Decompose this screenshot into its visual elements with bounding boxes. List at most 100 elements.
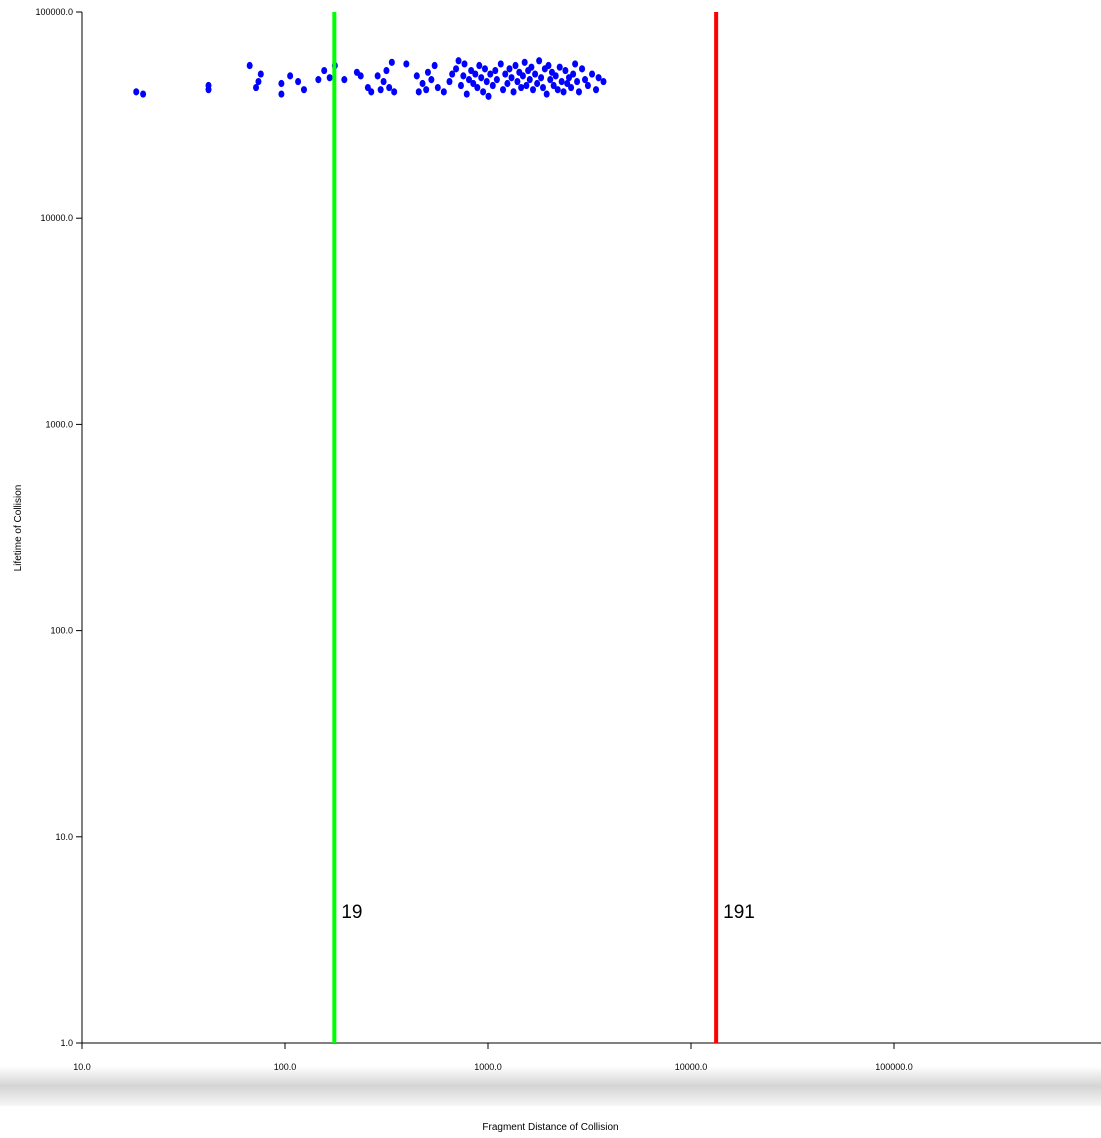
data-point [521,58,528,66]
data-point [424,68,431,76]
data-point [474,83,481,92]
data-point [518,83,525,92]
threshold-label: 191 [723,902,755,923]
data-point [584,81,591,90]
data-point [415,88,422,96]
data-point [321,66,328,75]
data-point [457,81,464,90]
data-point [512,61,519,70]
data-point [476,61,483,70]
footer-shadow [0,1066,1101,1106]
data-point [565,74,572,82]
data-point [205,86,212,94]
data-point [568,83,575,92]
data-point [582,76,589,84]
x-axis-title: Fragment Distance of Collision [482,1122,619,1133]
data-point [514,77,521,86]
data-point [391,88,398,96]
data-point [504,79,511,88]
data-point [572,60,579,68]
y-tick-label: 100.0 [50,626,73,636]
data-point [315,76,322,84]
data-point [480,88,487,96]
data-point [246,61,253,70]
data-point [468,66,475,75]
data-point [449,70,456,78]
data-point [253,83,260,92]
data-point [295,77,302,86]
threshold-lines: 19 191 [332,12,755,1043]
data-point [453,65,460,73]
y-tick-label: 1000.0 [45,419,73,429]
data-points [133,57,607,100]
threshold-label: 19 [341,902,362,923]
data-point [550,81,557,90]
data-point [278,79,285,88]
data-point [403,60,410,68]
x-ticks: 10.0 100.0 1000.0 10000.0 100000.0 [73,1043,913,1072]
data-point [461,60,468,68]
data-point [543,90,550,98]
data-point [536,57,543,65]
data-point [377,86,384,94]
data-point [446,77,453,86]
data-point [530,86,536,94]
data-point [589,70,596,78]
data-point [528,63,535,71]
data-point [278,90,285,98]
data-point [455,57,462,65]
data-point [255,77,262,86]
data-point [485,92,492,100]
data-point [558,77,565,86]
data-point [434,83,441,92]
data-point [552,72,559,80]
data-point [300,86,307,94]
data-point [380,77,387,86]
data-point [575,88,582,96]
data-point [483,77,490,86]
data-point [487,70,494,78]
data-point [595,74,602,82]
data-point [423,86,430,94]
y-tick-label: 1.0 [60,1038,73,1048]
data-point [133,88,140,96]
y-tick-label: 10000.0 [40,213,73,223]
data-point [368,88,375,96]
y-tick-label: 10.0 [55,832,73,842]
data-point [564,79,571,88]
data-point [465,76,472,84]
data-point [593,86,600,94]
data-point [478,74,485,82]
data-point [386,83,393,92]
data-point [562,66,569,75]
data-point [560,88,567,96]
data-point [538,74,545,82]
data-point [481,65,488,73]
data-point [472,70,479,78]
x-axis-title-area [0,1106,1101,1138]
data-point [463,90,470,98]
data-point [413,72,420,80]
data-point [388,58,395,66]
data-point [357,72,364,80]
data-point [492,66,499,75]
data-point [140,90,147,98]
data-point [431,61,438,70]
data-point [526,76,533,84]
data-point [545,61,552,70]
data-point [374,72,381,80]
data-point [532,70,539,78]
data-point [506,65,513,73]
x-tick-label: 1000.0 [474,1062,502,1072]
data-point [470,79,477,88]
data-point [519,72,526,80]
data-point [341,76,348,84]
data-point [493,76,500,84]
data-point [579,65,586,73]
data-point [523,81,530,90]
x-tick-label: 10000.0 [675,1062,708,1072]
y-tick-label: 100000.0 [35,7,73,17]
data-point [508,74,515,82]
data-point [502,70,509,78]
